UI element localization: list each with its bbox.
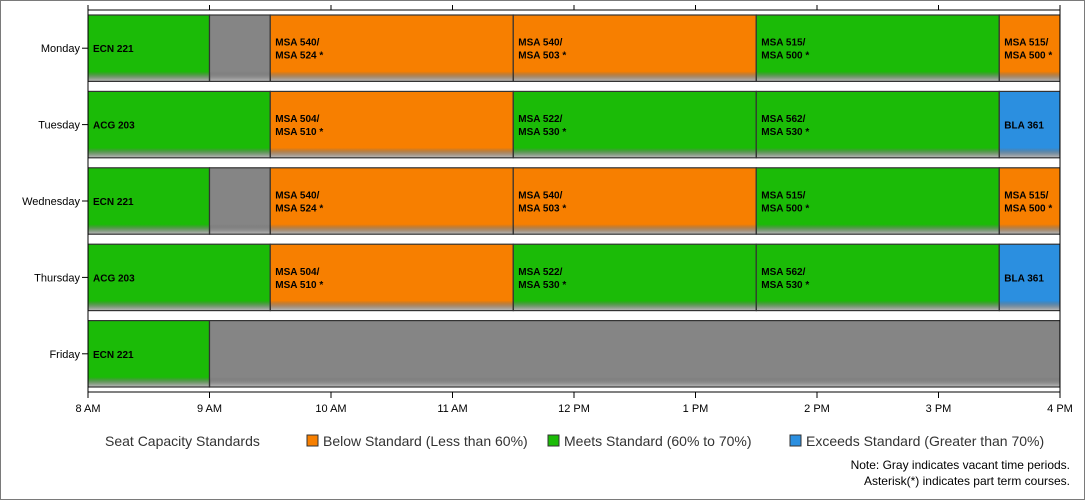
bar-label-tuesday-2-0: MSA 522/: [518, 114, 562, 125]
bar-segment-tuesday-1: [269, 90, 514, 159]
bar-segment-thursday-0: [88, 243, 271, 312]
x-tick-label: 4 PM: [1047, 403, 1073, 415]
bar-label-monday-2-1: MSA 524 *: [275, 51, 323, 62]
bar-segment-friday-0: [88, 320, 211, 388]
bar-label-tuesday-4-0: BLA 361: [1004, 121, 1044, 132]
bar-segment-thursday-4: [998, 243, 1060, 312]
bar-label-wednesday-2-0: MSA 540/: [275, 191, 319, 202]
bar-label-thursday-4-0: BLA 361: [1004, 273, 1044, 284]
footnote: Note: Gray indicates vacant time periods…: [851, 458, 1070, 488]
bar-label-wednesday-0-0: ECN 221: [93, 197, 134, 208]
bar-segment-wednesday-5: [998, 167, 1060, 235]
bar-segment-monday-5: [998, 14, 1060, 83]
bar-segment-monday-3: [512, 14, 757, 83]
bar-segment-tuesday-4: [998, 90, 1060, 159]
bar-label-monday-5-1: MSA 500 *: [1004, 51, 1052, 62]
legend-label-below: Below Standard (Less than 60%): [323, 433, 528, 449]
bar-label-tuesday-0-0: ACG 203: [93, 121, 135, 132]
bar-segment-monday-0: [88, 14, 211, 83]
bar-segment-thursday-2: [512, 243, 757, 312]
y-tick-label-tuesday: Tuesday: [38, 120, 80, 132]
bar-segment-tuesday-0: [88, 90, 271, 159]
y-tick-label-friday: Friday: [49, 349, 80, 361]
x-tick-label: 1 PM: [683, 403, 709, 415]
bar-label-monday-4-0: MSA 515/: [761, 38, 805, 49]
bar-label-wednesday-4-1: MSA 500 *: [761, 204, 809, 215]
bar-label-wednesday-3-0: MSA 540/: [518, 191, 562, 202]
bar-label-friday-0-0: ECN 221: [93, 350, 134, 361]
x-tick-label: 3 PM: [926, 403, 952, 415]
bar-segment-wednesday-4: [755, 167, 1000, 235]
y-axis: Monday Tuesday Wednesday Thursday Friday: [22, 43, 88, 361]
y-tick-label-monday: Monday: [41, 43, 81, 55]
legend-swatch-meets: [547, 434, 560, 447]
y-tick-label-wednesday: Wednesday: [22, 196, 80, 208]
bar-label-thursday-0-0: ACG 203: [93, 273, 135, 284]
bar-segment-monday-1: [208, 14, 271, 83]
bar-label-thursday-1-1: MSA 510 *: [275, 280, 323, 291]
bar-label-tuesday-1-1: MSA 510 *: [275, 127, 323, 138]
x-tick-label: 10 AM: [315, 403, 346, 415]
legend-label-meets: Meets Standard (60% to 70%): [564, 433, 752, 449]
footnote-line-1: Asterisk(*) indicates part term courses.: [864, 474, 1070, 488]
bar-label-wednesday-2-1: MSA 524 *: [275, 204, 323, 215]
bar-label-wednesday-3-1: MSA 503 *: [518, 204, 566, 215]
x-tick-label: 12 PM: [558, 403, 590, 415]
legend-swatch-exceeds: [789, 434, 802, 447]
bar-label-thursday-3-0: MSA 562/: [761, 267, 805, 278]
x-tick-label: 8 AM: [75, 403, 100, 415]
bar-label-wednesday-4-0: MSA 515/: [761, 191, 805, 202]
bar-label-thursday-1-0: MSA 504/: [275, 267, 319, 278]
bar-label-monday-5-0: MSA 515/: [1004, 38, 1048, 49]
bar-label-monday-4-1: MSA 500 *: [761, 51, 809, 62]
bar-label-thursday-2-1: MSA 530 *: [518, 280, 566, 291]
bar-segment-wednesday-1: [208, 167, 271, 235]
bar-label-tuesday-2-1: MSA 530 *: [518, 127, 566, 138]
bar-label-thursday-2-0: MSA 522/: [518, 267, 562, 278]
bar-segment-wednesday-3: [512, 167, 757, 235]
y-tick-label-thursday: Thursday: [34, 272, 80, 284]
bar-segment-friday-1: [208, 320, 1060, 388]
legend: Seat Capacity Standards Below Standard (L…: [105, 433, 1044, 449]
bar-segment-monday-4: [755, 14, 1000, 83]
bar-label-thursday-3-1: MSA 530 *: [761, 280, 809, 291]
legend-title: Seat Capacity Standards: [105, 433, 260, 449]
bar-segment-thursday-1: [269, 243, 514, 312]
bar-label-monday-2-0: MSA 540/: [275, 38, 319, 49]
legend-label-exceeds: Exceeds Standard (Greater than 70%): [806, 433, 1044, 449]
x-tick-label: 9 AM: [197, 403, 222, 415]
bar-label-wednesday-5-1: MSA 500 *: [1004, 204, 1052, 215]
bar-segment-wednesday-2: [269, 167, 514, 235]
bar-label-wednesday-5-0: MSA 515/: [1004, 191, 1048, 202]
bar-label-tuesday-1-0: MSA 504/: [275, 114, 319, 125]
bar-segment-thursday-3: [755, 243, 1000, 312]
bar-segment-monday-2: [269, 14, 514, 83]
plot-area: ECN 221 MSA 540/MSA 524 * MSA 540/MSA 503 …: [88, 10, 1060, 392]
bar-segment-tuesday-3: [755, 90, 1000, 159]
bar-segment-wednesday-0: [88, 167, 211, 235]
bar-label-tuesday-3-0: MSA 562/: [761, 114, 805, 125]
bar-label-monday-0-0: ECN 221: [93, 44, 134, 55]
bar-label-monday-3-1: MSA 503 *: [518, 51, 566, 62]
bar-label-monday-3-0: MSA 540/: [518, 38, 562, 49]
footnote-line-0: Note: Gray indicates vacant time periods…: [851, 458, 1070, 472]
x-tick-label: 11 AM: [437, 403, 467, 415]
x-tick-label: 2 PM: [804, 403, 830, 415]
bar-label-tuesday-3-1: MSA 530 *: [761, 127, 809, 138]
bar-segment-tuesday-2: [512, 90, 757, 159]
legend-swatch-below: [306, 434, 319, 447]
